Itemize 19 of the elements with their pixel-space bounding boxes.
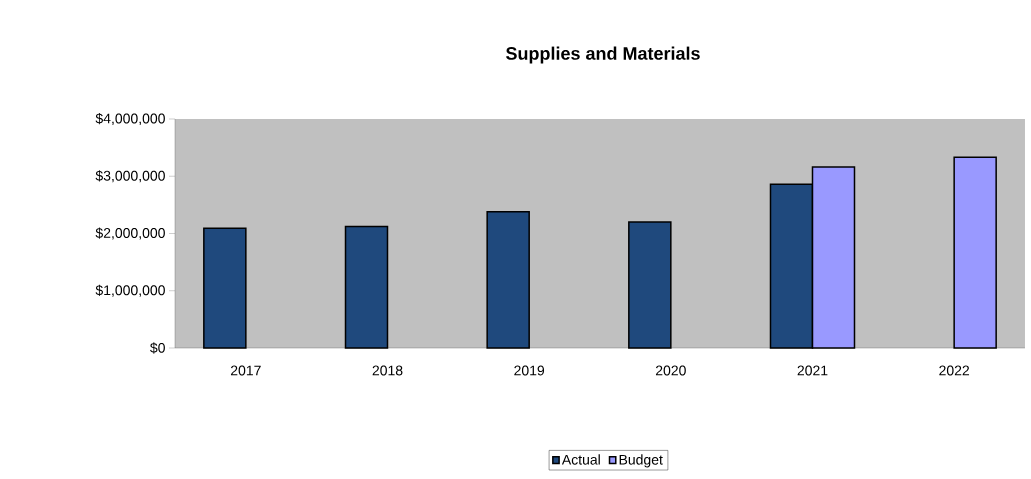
y-tick-label: $3,000,000 [95,170,165,183]
legend-label: Budget [619,454,663,468]
chart-title: Supplies and Materials [505,46,700,64]
x-tick-label: 2022 [939,365,970,376]
y-tick-label: $4,000,000 [95,112,165,126]
bar [953,156,997,349]
bar [628,221,672,349]
bar [203,227,247,349]
y-tick-label: $2,000,000 [95,227,165,240]
bar [486,210,530,349]
bar [344,225,389,349]
legend-label: Actual [561,454,600,465]
x-tick-label: 2020 [655,365,686,376]
x-tick-label: 2019 [514,365,545,376]
x-tick-label: 2021 [797,365,828,376]
x-tick-label: 2018 [372,365,403,376]
y-tick-label: $0 [150,342,165,354]
x-tick-label: 2017 [230,365,261,376]
y-tick-label: $1,000,000 [95,284,165,297]
